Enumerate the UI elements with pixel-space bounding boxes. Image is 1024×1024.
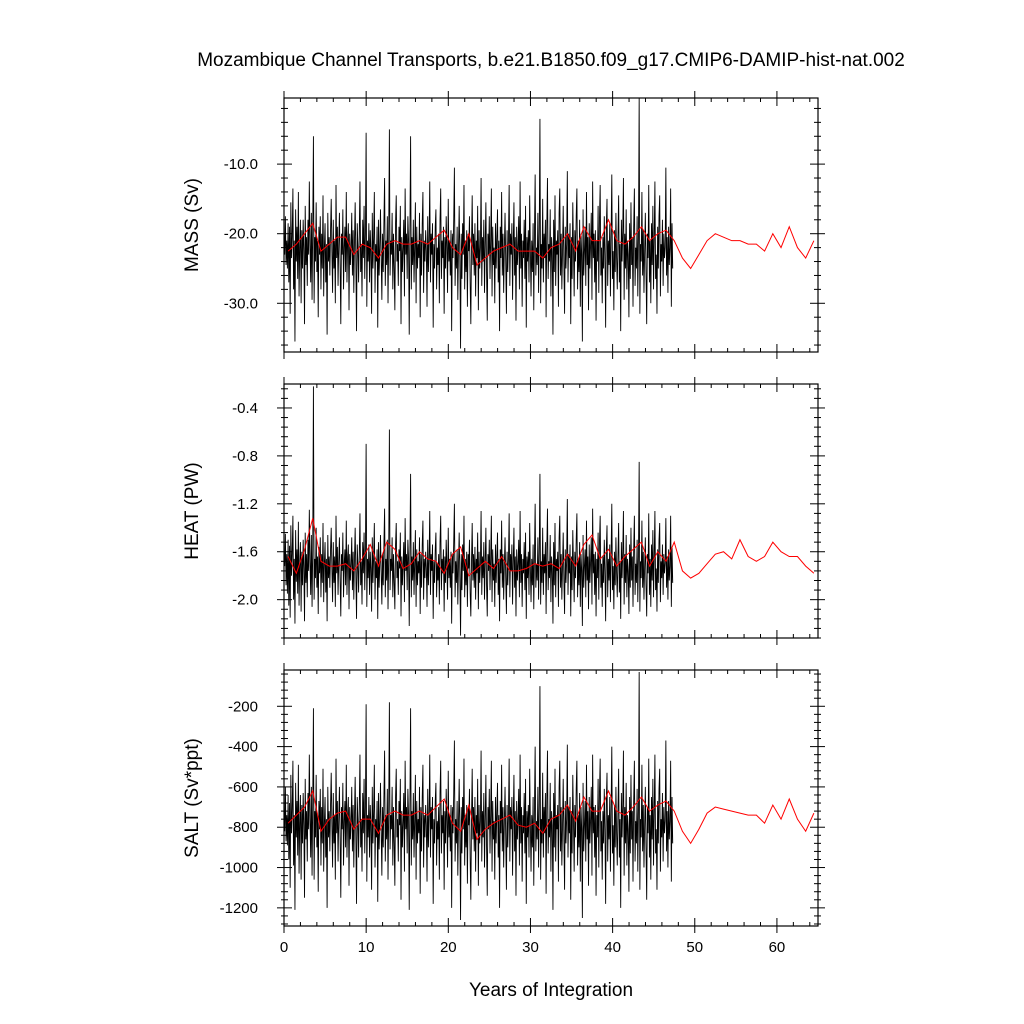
panel-2: -2.0 -1.6 -1.2 -0.8 -0.4 HEAT (PW) (182, 377, 825, 645)
y-axis-label: HEAT (PW) (182, 462, 203, 559)
annual-mean-series-line (287, 518, 815, 579)
panel-1: -30.0 -20.0 -10.0 MASS (Sv) (182, 91, 825, 359)
y-tick-label: -1.2 (232, 496, 258, 513)
y-tick-label: -1000 (220, 860, 258, 877)
y-tick-label: -600 (228, 779, 258, 796)
x-tick-label: 50 (686, 939, 703, 956)
y-tick-label: -800 (228, 819, 258, 836)
plot-frame (283, 97, 819, 353)
y-tick-label: -0.8 (232, 448, 258, 465)
series-group (284, 672, 815, 920)
panel-3: 0 10 20 30 40 50 60 -1200 -1000 -800 -600 -400 -200 S… (182, 663, 825, 956)
annual-mean-series-line (287, 789, 815, 845)
panels: -30.0 -20.0 -10.0 MASS (Sv) -2.0 -1.6 -1.2 -0.8… (182, 91, 825, 956)
y-axis-label: SALT (Sv*ppt) (182, 738, 203, 858)
annual-mean-series-line (287, 218, 815, 270)
x-tick-label: 10 (358, 939, 375, 956)
monthly-series-line (284, 98, 674, 349)
x-tick-label: 30 (522, 939, 539, 956)
y-tick-label: -2.0 (232, 592, 258, 609)
y-tick-label: -0.4 (232, 400, 258, 417)
plot-frame (283, 383, 819, 639)
y-tick-label: -400 (228, 739, 258, 756)
x-tick-label: 40 (604, 939, 621, 956)
y-tick-label: -10.0 (224, 156, 258, 173)
y-tick-label: -1.6 (232, 544, 258, 561)
y-tick-label: -20.0 (224, 226, 258, 243)
monthly-series-line (284, 672, 674, 920)
y-tick-label: -200 (228, 698, 258, 715)
x-axis-label: Years of Integration (469, 980, 633, 1001)
plot-frame (283, 669, 819, 927)
x-tick-label: 20 (440, 939, 457, 956)
monthly-series-line (284, 386, 674, 636)
y-axis-label: MASS (Sv) (182, 178, 203, 272)
x-tick-label: 0 (280, 939, 288, 956)
series-group (284, 386, 815, 636)
x-tick-label: 60 (769, 939, 786, 956)
y-tick-label: -1200 (220, 900, 258, 917)
chart-title: Mozambique Channel Transports, b.e21.B18… (197, 50, 905, 71)
series-group (284, 98, 815, 349)
y-tick-label: -30.0 (224, 295, 258, 312)
